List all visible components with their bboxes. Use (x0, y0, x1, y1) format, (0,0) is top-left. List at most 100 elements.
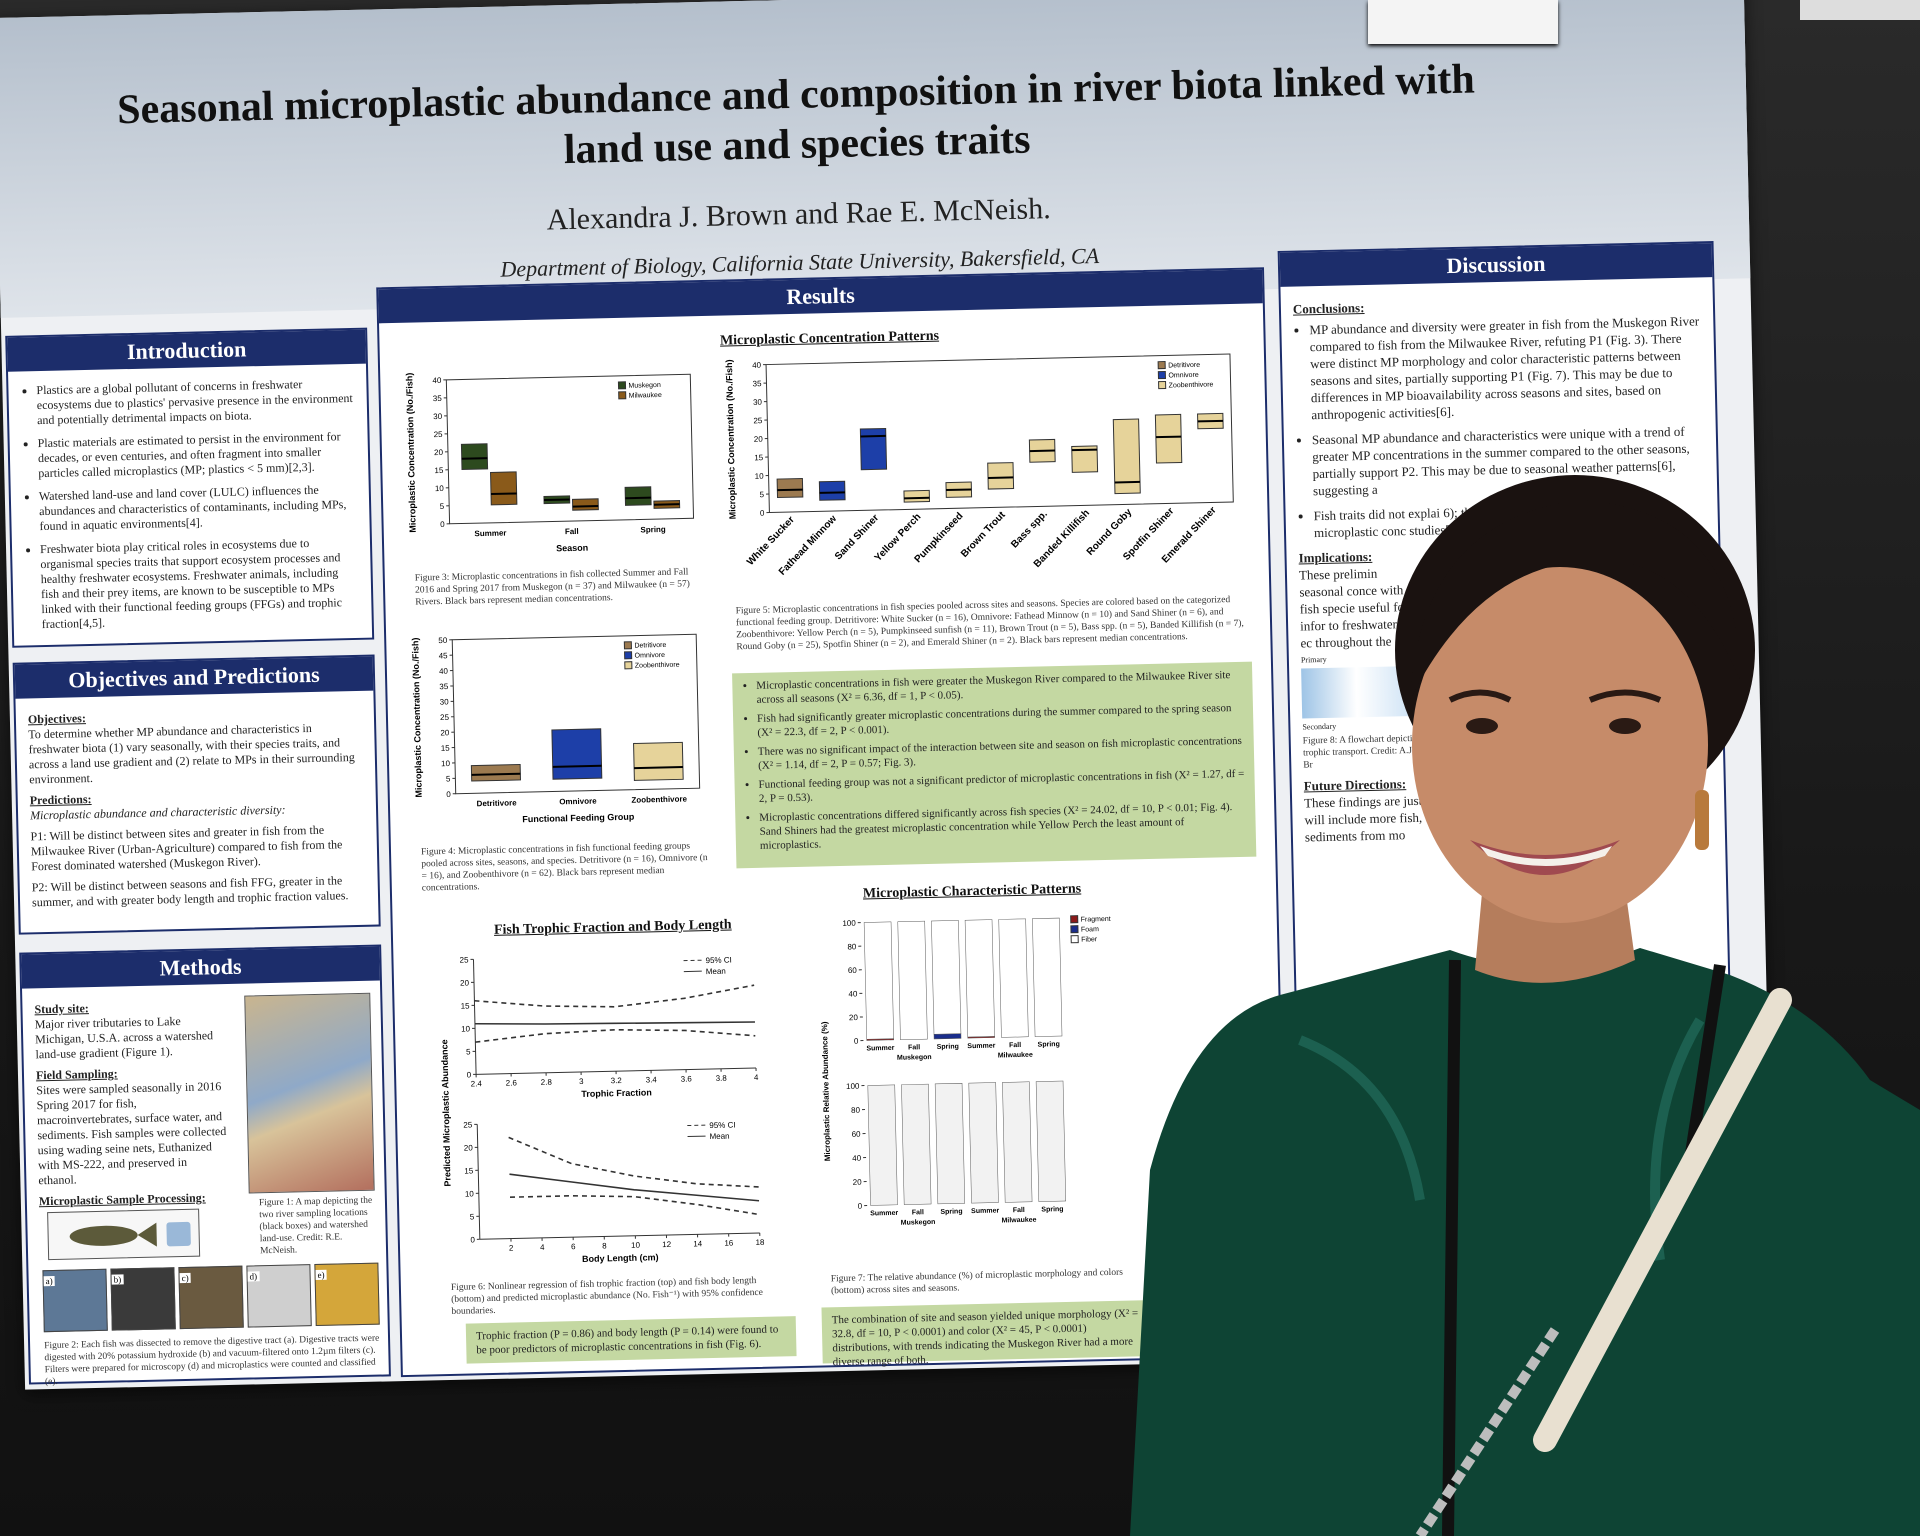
legend-label: Detritivore (1168, 362, 1200, 370)
x-tick-label: Fall (1009, 1042, 1021, 1049)
axis (479, 1232, 760, 1240)
median (1197, 419, 1224, 423)
legend-swatch (1070, 915, 1079, 924)
box (818, 480, 846, 501)
eye (1466, 718, 1498, 734)
y-tick-label: 20 (460, 978, 470, 987)
y-tick-label: 10 (461, 1024, 471, 1033)
curve (509, 1173, 760, 1202)
x-tick-label: Summer (474, 529, 506, 539)
x-tick-label: 3 (579, 1077, 584, 1086)
results-panel: Results Microplastic Concentration Patte… (376, 267, 1289, 1378)
legend-swatch (1157, 371, 1166, 380)
y-tick-label: 25 (459, 955, 469, 964)
legend-label: Fragment (1081, 916, 1111, 924)
y-tick-label: 35 (439, 682, 449, 691)
x-tick-label: Fall (912, 1209, 924, 1216)
x-tick-label: Summer (870, 1210, 898, 1218)
y-tick-label: 50 (438, 636, 448, 645)
y-tick-label: 40 (852, 1154, 862, 1163)
y-tick-label: 80 (847, 942, 857, 951)
y-tick-label: 100 (846, 1082, 860, 1091)
bar-segment (931, 920, 962, 1035)
y-tick-label: 25 (463, 1120, 473, 1129)
median (490, 492, 517, 496)
legend-swatch (618, 391, 627, 400)
median (572, 505, 599, 508)
legend-label: Muskegon (628, 382, 661, 390)
y-tick-label: 15 (434, 466, 444, 475)
y-tick-label: 25 (440, 713, 450, 722)
median (1114, 480, 1141, 484)
y-axis-label: Microplastic Concentration (No./Fish) (410, 637, 424, 797)
legend-swatch (1157, 361, 1166, 370)
median (1071, 448, 1098, 452)
x-tick-label: Fall (565, 527, 579, 536)
legend-swatch (1158, 381, 1167, 390)
y-tick-label: 40 (439, 667, 449, 676)
site-label: Muskegon (897, 1054, 932, 1062)
teeth (1480, 846, 1612, 866)
median (552, 764, 602, 768)
bar-segment (998, 918, 1029, 1038)
x-tick-label: 6 (571, 1242, 576, 1251)
face (1412, 567, 1708, 923)
y-tick-label: 40 (752, 361, 762, 370)
box (470, 764, 521, 782)
box (490, 471, 518, 506)
x-tick-label: Summer (967, 1043, 995, 1051)
y-tick-label: 0 (446, 790, 451, 799)
figure-4: 0 5 10 15 20 25 30 35 40 45 50 Microplastic Concent… (410, 633, 701, 825)
x-tick-label: 2.8 (541, 1078, 553, 1087)
y-tick-label: 60 (852, 1130, 862, 1139)
bar-outline (1002, 1081, 1033, 1203)
eyebrows (1448, 689, 1662, 703)
x-tick-label: 3.8 (716, 1074, 728, 1083)
curve (508, 1136, 759, 1188)
bar-segment (964, 919, 995, 1038)
y-tick-label: 20 (853, 1178, 863, 1187)
box (859, 427, 888, 471)
y-tick-label: 10 (435, 484, 445, 493)
x-tick-label: Spring (640, 525, 666, 535)
x-tick-label: Fall (1013, 1207, 1025, 1214)
y-tick-label: 20 (754, 435, 764, 444)
bar-segment (1032, 917, 1063, 1037)
smile (1470, 840, 1620, 875)
x-tick-label: 2 (509, 1244, 514, 1253)
x-tick-label: Zoobenthivore (631, 794, 687, 804)
y-tick-label: 10 (465, 1189, 475, 1198)
x-tick-label: 3.4 (646, 1075, 658, 1084)
y-tick-label: 10 (755, 472, 765, 481)
x-axis-label: Functional Feeding Group (522, 812, 635, 825)
y-tick-label: 20 (849, 1013, 859, 1022)
box (633, 741, 684, 781)
curve (474, 1021, 755, 1025)
box (1112, 418, 1141, 495)
y-tick-label: 0 (760, 509, 765, 518)
axis (472, 959, 477, 1075)
x-tick-label: Fall (908, 1044, 920, 1051)
y-tick-label: 15 (464, 1166, 474, 1175)
median (904, 496, 930, 500)
y-tick-label: 20 (440, 728, 450, 737)
y-tick-label: 0 (858, 1202, 863, 1211)
earring (1695, 790, 1709, 850)
legend-label: Mean (706, 967, 726, 976)
methods-panel: Methods Study site: Major river tributar… (19, 944, 391, 1387)
x-tick-label: 4 (540, 1243, 545, 1252)
eye (1609, 718, 1641, 734)
median (634, 766, 683, 770)
y-tick-label: 30 (440, 697, 450, 706)
median (1029, 449, 1055, 453)
fish-icon (69, 1221, 191, 1247)
curve (474, 984, 755, 1008)
legend-label: Zoobenthivore (1169, 381, 1214, 389)
y-tick-label: 15 (461, 1001, 471, 1010)
y-tick-label: 30 (433, 412, 443, 421)
x-tick-label: 18 (755, 1238, 765, 1247)
median (461, 457, 488, 460)
y-tick-label: 25 (434, 430, 444, 439)
lanyard (1442, 959, 1726, 1536)
